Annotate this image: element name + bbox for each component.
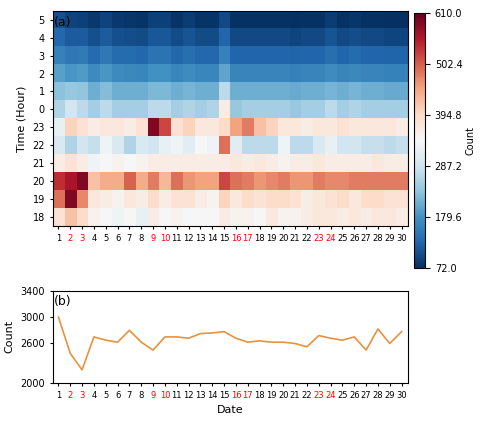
Text: (b): (b) — [54, 295, 72, 308]
Y-axis label: Count: Count — [4, 320, 15, 354]
X-axis label: Date: Date — [216, 405, 244, 415]
Y-axis label: Time (Hour): Time (Hour) — [17, 85, 27, 152]
Text: (a): (a) — [54, 16, 72, 29]
Y-axis label: Count: Count — [466, 126, 475, 155]
